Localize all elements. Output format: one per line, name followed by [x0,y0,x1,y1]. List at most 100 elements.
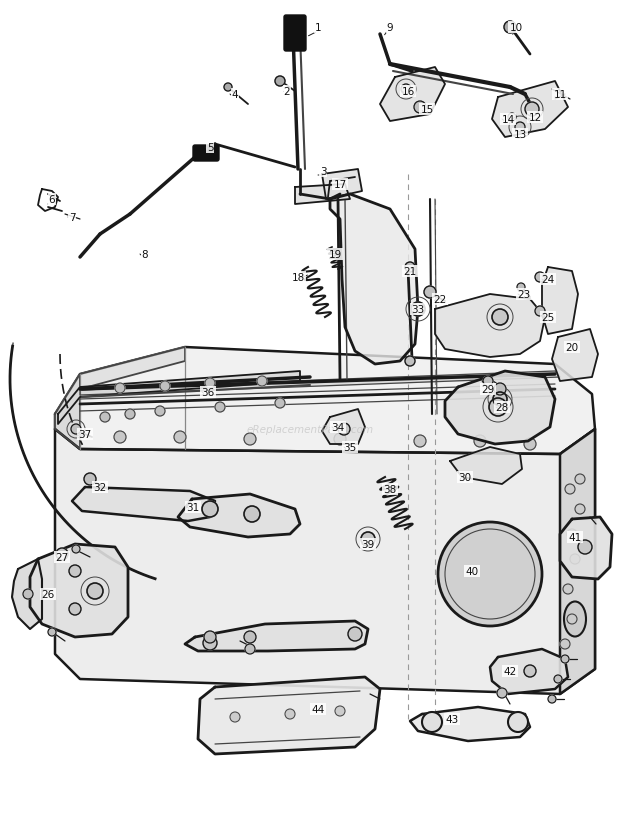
Text: 39: 39 [361,539,374,549]
Text: 30: 30 [458,472,472,482]
Circle shape [525,103,539,117]
Circle shape [69,565,81,578]
Circle shape [524,665,536,677]
Circle shape [570,554,580,564]
Text: 6: 6 [49,195,55,205]
Polygon shape [322,170,362,200]
Text: 15: 15 [420,104,433,115]
Circle shape [71,425,81,435]
Text: 42: 42 [503,666,516,676]
Circle shape [215,402,225,412]
Circle shape [160,381,170,391]
Circle shape [87,584,103,599]
Polygon shape [490,650,568,694]
Circle shape [517,283,525,292]
Polygon shape [55,375,80,450]
Circle shape [174,431,186,443]
Circle shape [575,504,585,514]
Polygon shape [58,371,300,425]
Text: 38: 38 [383,484,397,494]
Circle shape [155,406,165,416]
Circle shape [115,384,125,394]
Circle shape [483,376,493,386]
Polygon shape [198,677,380,754]
Polygon shape [410,707,530,741]
Text: 23: 23 [517,289,531,299]
Circle shape [411,303,425,317]
Text: 19: 19 [329,250,342,260]
Text: 1: 1 [315,23,321,33]
Circle shape [114,431,126,443]
Circle shape [202,502,218,517]
Text: 12: 12 [528,113,542,123]
Text: 33: 33 [412,304,425,314]
Circle shape [424,287,436,298]
Circle shape [508,114,516,122]
Polygon shape [72,487,215,522]
Circle shape [204,631,216,643]
Polygon shape [55,348,595,455]
Circle shape [535,273,545,283]
Text: 37: 37 [78,430,92,440]
Circle shape [361,533,375,547]
Text: 14: 14 [502,115,515,125]
Polygon shape [12,559,42,630]
Polygon shape [492,82,568,138]
Polygon shape [80,348,185,390]
Circle shape [560,640,570,650]
FancyBboxPatch shape [284,16,306,52]
Circle shape [335,706,345,716]
Polygon shape [185,621,368,651]
Text: 27: 27 [55,553,69,563]
Text: 7: 7 [69,212,75,222]
Circle shape [414,436,426,447]
Circle shape [244,631,256,643]
Polygon shape [542,268,578,334]
Polygon shape [552,329,598,381]
Circle shape [565,484,575,494]
Text: 8: 8 [142,250,148,260]
Circle shape [100,412,110,422]
Text: 13: 13 [513,130,526,140]
Circle shape [275,399,285,409]
Circle shape [203,636,217,650]
Circle shape [567,529,577,539]
Polygon shape [330,195,418,364]
Text: 29: 29 [481,385,495,395]
Text: 18: 18 [291,273,304,283]
Circle shape [567,614,577,624]
Circle shape [504,22,516,34]
Circle shape [489,399,507,416]
Polygon shape [380,68,445,122]
Circle shape [338,424,350,436]
Text: 40: 40 [466,566,479,576]
Circle shape [561,655,569,663]
Polygon shape [445,371,555,445]
Circle shape [405,263,415,273]
Polygon shape [80,371,560,395]
Text: 17: 17 [334,180,347,190]
Polygon shape [322,410,365,445]
Text: 20: 20 [565,343,578,353]
Text: 28: 28 [495,402,508,412]
Circle shape [508,712,528,732]
Circle shape [23,589,33,599]
Circle shape [125,410,135,420]
Polygon shape [30,544,128,637]
Circle shape [548,696,556,703]
Polygon shape [178,494,300,538]
Circle shape [515,123,525,133]
Text: 3: 3 [320,167,326,176]
Circle shape [422,712,442,732]
Circle shape [69,604,81,615]
Circle shape [493,393,507,406]
Circle shape [554,675,562,683]
Circle shape [285,709,295,719]
Circle shape [48,628,56,636]
Circle shape [84,473,96,486]
Text: 9: 9 [387,23,393,33]
Circle shape [575,475,585,484]
Text: 2: 2 [284,87,290,97]
Circle shape [245,645,255,655]
Text: eReplacementParts.com: eReplacementParts.com [246,425,374,435]
